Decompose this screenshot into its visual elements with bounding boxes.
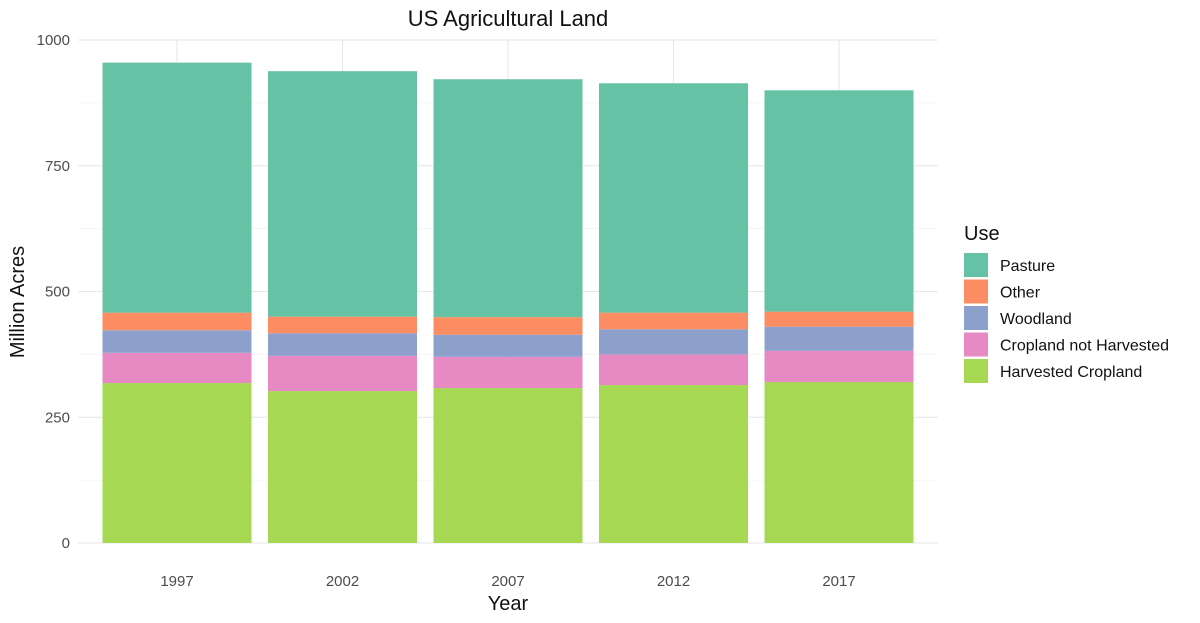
bar-segment-other-1997 (102, 312, 252, 331)
bar-segment-woodland-2017 (764, 326, 914, 351)
legend-swatch (964, 253, 988, 277)
bar-segment-harvested-cropland-2007 (433, 388, 583, 543)
legend-swatch (964, 332, 988, 357)
x-axis-title: Year (488, 593, 529, 615)
bar-segment-harvested-cropland-2017 (764, 382, 914, 543)
bar-segment-other-2017 (764, 311, 914, 327)
y-tick-label: 750 (45, 158, 70, 175)
y-tick-label: 500 (45, 284, 70, 301)
bar-segment-cropland-not-harvested-2012 (599, 354, 748, 386)
legend: Use Pasture Other Woodland Cropland not Har… (964, 223, 1169, 383)
legend-swatch (964, 306, 988, 330)
legend-label: Harvested Cropland (1000, 364, 1142, 381)
bar-segment-pasture-2017 (764, 90, 914, 312)
bar-segment-woodland-1997 (102, 330, 252, 353)
bar-segment-harvested-cropland-1997 (102, 383, 252, 543)
x-tick-label: 2007 (491, 573, 524, 590)
bar-segment-cropland-not-harvested-2007 (433, 356, 583, 389)
bar-segment-other-2012 (599, 312, 748, 330)
bar-segment-woodland-2002 (268, 333, 417, 356)
bar-segment-pasture-1997 (102, 62, 252, 313)
chart-title: US Agricultural Land (408, 6, 609, 31)
bar-segment-cropland-not-harvested-1997 (102, 352, 252, 384)
y-axis-title: Million Acres (7, 246, 29, 358)
bars (102, 62, 914, 543)
legend-title: Use (964, 223, 1000, 245)
bar-segment-pasture-2012 (599, 83, 748, 313)
bar-segment-cropland-not-harvested-2002 (268, 355, 417, 392)
legend-label: Other (1000, 285, 1041, 302)
bar-segment-other-2002 (268, 316, 417, 334)
bar-segment-harvested-cropland-2002 (268, 391, 417, 543)
bar-segment-pasture-2007 (433, 79, 583, 318)
legend-swatch (964, 359, 988, 383)
x-tick-label: 2017 (822, 573, 855, 590)
legend-label: Woodland (1000, 311, 1072, 328)
x-tick-label: 2012 (657, 573, 690, 590)
bar-segment-pasture-2002 (268, 71, 417, 317)
x-axis-ticks: 1997 2002 2007 2012 2017 (160, 573, 855, 590)
legend-label: Cropland not Harvested (1000, 338, 1169, 355)
y-tick-label: 250 (45, 409, 70, 426)
bar-segment-cropland-not-harvested-2017 (764, 350, 914, 383)
bar-segment-other-2007 (433, 317, 583, 335)
bar-segment-harvested-cropland-2012 (599, 385, 748, 543)
bar-segment-woodland-2007 (433, 334, 583, 357)
legend-label: Pasture (1000, 258, 1055, 275)
x-tick-label: 2002 (326, 573, 359, 590)
y-tick-label: 0 (62, 535, 70, 552)
x-tick-label: 1997 (160, 573, 193, 590)
legend-swatch (964, 279, 988, 304)
y-axis-ticks: 0 250 500 750 1000 (37, 32, 70, 552)
y-tick-label: 1000 (37, 32, 70, 49)
bar-segment-woodland-2012 (599, 329, 748, 355)
